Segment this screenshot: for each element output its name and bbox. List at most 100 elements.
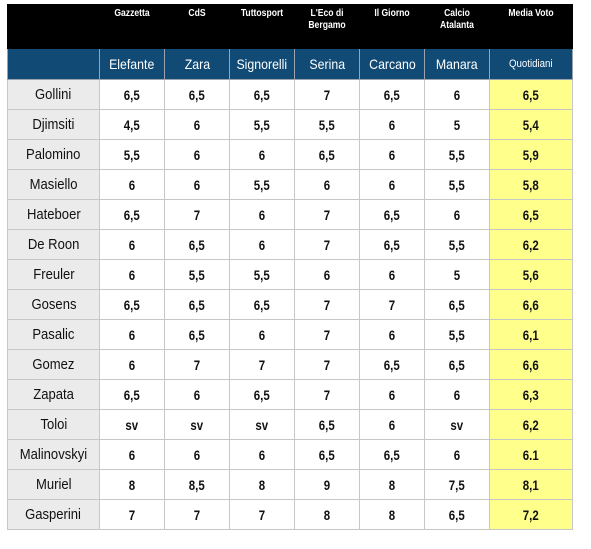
vote-cell-text: 6,5: [384, 446, 400, 463]
vote-cell-text: 5,5: [254, 176, 270, 193]
average-cell: 6,3: [489, 379, 573, 410]
vote-cell: 6,5: [359, 199, 425, 230]
vote-cell-text: 6: [388, 266, 396, 283]
vote-cell: 6,5: [164, 289, 230, 320]
vote-cell: 6: [359, 409, 425, 440]
average-cell: 6,5: [489, 79, 573, 110]
publication-label: Calcio Atalanta: [440, 8, 474, 31]
vote-cell-text: 6: [388, 146, 396, 163]
vote-cell: 6: [359, 319, 425, 350]
player-name-cell: Toloi: [7, 409, 100, 440]
player-name-cell: De Roon: [7, 229, 100, 260]
vote-cell: 6: [229, 139, 295, 170]
average-cell-text: 6,6: [523, 296, 539, 313]
vote-cell: 6: [424, 79, 490, 110]
player-name-cell-text: Gosens: [30, 296, 76, 313]
average-cell: 5,9: [489, 139, 573, 170]
average-cell-text: 6,1: [523, 326, 539, 343]
player-name-cell-text: Gollini: [35, 86, 72, 103]
publication-label: Gazzetta: [114, 8, 150, 19]
publication-header: CdS: [164, 4, 230, 49]
vote-cell: 6: [359, 379, 425, 410]
vote-cell: 6,5: [359, 229, 425, 260]
vote-cell-text: 6,5: [189, 236, 205, 253]
vote-cell-text: 6,5: [449, 506, 465, 523]
player-name-cell-text: Zapata: [33, 386, 74, 403]
vote-cell: 9: [294, 469, 360, 500]
vote-cell: 4,5: [99, 109, 165, 140]
vote-cell: 6,5: [164, 79, 230, 110]
average-cell: 8,1: [489, 469, 573, 500]
vote-cell-text: 6: [258, 326, 266, 343]
vote-cell: 6,5: [99, 199, 165, 230]
author-header: Signorelli: [229, 48, 295, 80]
vote-cell: 6,5: [164, 319, 230, 350]
author-label: Serina: [309, 56, 345, 72]
vote-cell: 5,5: [424, 169, 490, 200]
vote-cell: 6: [99, 439, 165, 470]
average-cell: 7,2: [489, 499, 573, 530]
average-cell-text: 8,1: [523, 476, 539, 493]
publication-label: Il Giorno: [374, 8, 410, 19]
player-name-cell-text: Hateboer: [26, 206, 81, 223]
table-row: Malinovskyi 6 6 6 6,5 6,5 6 6.1: [7, 439, 573, 470]
vote-cell-text: 6,5: [189, 296, 205, 313]
vote-cell-text: 7: [323, 386, 331, 403]
player-name-cell: Gomez: [7, 349, 100, 380]
vote-cell: 6: [164, 379, 230, 410]
average-cell-text: 6,2: [523, 236, 539, 253]
vote-cell-text: 6,5: [319, 146, 335, 163]
vote-cell-text: sv: [190, 416, 204, 433]
vote-cell-text: 6,5: [189, 86, 205, 103]
vote-cell: 6: [359, 139, 425, 170]
average-cell-text: 6,5: [523, 86, 539, 103]
average-label: Media Voto: [508, 8, 554, 19]
vote-cell: 7: [229, 349, 295, 380]
player-name-cell: Palomino: [7, 139, 100, 170]
vote-cell: 6,5: [359, 349, 425, 380]
vote-cell: 6: [99, 169, 165, 200]
table-row: Djimsiti 4,5 6 5,5 5,5 6 5 5,4: [7, 109, 573, 140]
average-cell: 6.1: [489, 439, 573, 470]
vote-cell-text: 8: [128, 476, 136, 493]
vote-cell-text: 5,5: [124, 146, 140, 163]
vote-cell-text: 7: [323, 296, 331, 313]
vote-cell-text: 6: [193, 116, 201, 133]
vote-cell-text: 5: [453, 266, 461, 283]
vote-cell-text: 6: [453, 206, 461, 223]
vote-cell-text: 6,5: [124, 86, 140, 103]
publication-header: Il Giorno: [359, 4, 425, 49]
vote-cell: 6: [229, 229, 295, 260]
vote-cell: 5,5: [229, 259, 295, 290]
average-cell: 6,5: [489, 199, 573, 230]
ratings-table-body: Gazzetta CdS Tuttosport L'Eco di Bergamo…: [7, 4, 573, 530]
vote-cell-text: 6: [258, 236, 266, 253]
vote-cell-text: sv: [450, 416, 464, 433]
average-cell: 5,4: [489, 109, 573, 140]
player-name-cell: Gollini: [7, 79, 100, 110]
author-header: Serina: [294, 48, 360, 80]
vote-cell-text: 6,5: [189, 326, 205, 343]
vote-cell: 7: [164, 199, 230, 230]
vote-cell: 8: [294, 499, 360, 530]
vote-cell: 5: [424, 109, 490, 140]
vote-cell: sv: [164, 409, 230, 440]
vote-cell-text: 6,5: [384, 206, 400, 223]
vote-cell: 8: [359, 499, 425, 530]
vote-cell: 6: [424, 439, 490, 470]
vote-cell: 6,5: [164, 229, 230, 260]
vote-cell-text: 6: [388, 116, 396, 133]
average-cell-text: 5,9: [523, 146, 539, 163]
publication-label: L'Eco di Bergamo: [308, 8, 346, 31]
player-name-cell-text: Malinovskyi: [19, 446, 88, 463]
vote-cell-text: 6,5: [124, 386, 140, 403]
vote-cell: 5,5: [229, 169, 295, 200]
vote-cell: 6: [99, 259, 165, 290]
author-label: Elefante: [109, 56, 155, 72]
player-name-cell-text: Pasalic: [32, 326, 75, 343]
average-cell: 6,2: [489, 409, 573, 440]
player-name-cell: Djimsiti: [7, 109, 100, 140]
vote-cell: 6: [99, 229, 165, 260]
vote-cell: 6: [99, 319, 165, 350]
vote-cell-text: 6,5: [384, 356, 400, 373]
